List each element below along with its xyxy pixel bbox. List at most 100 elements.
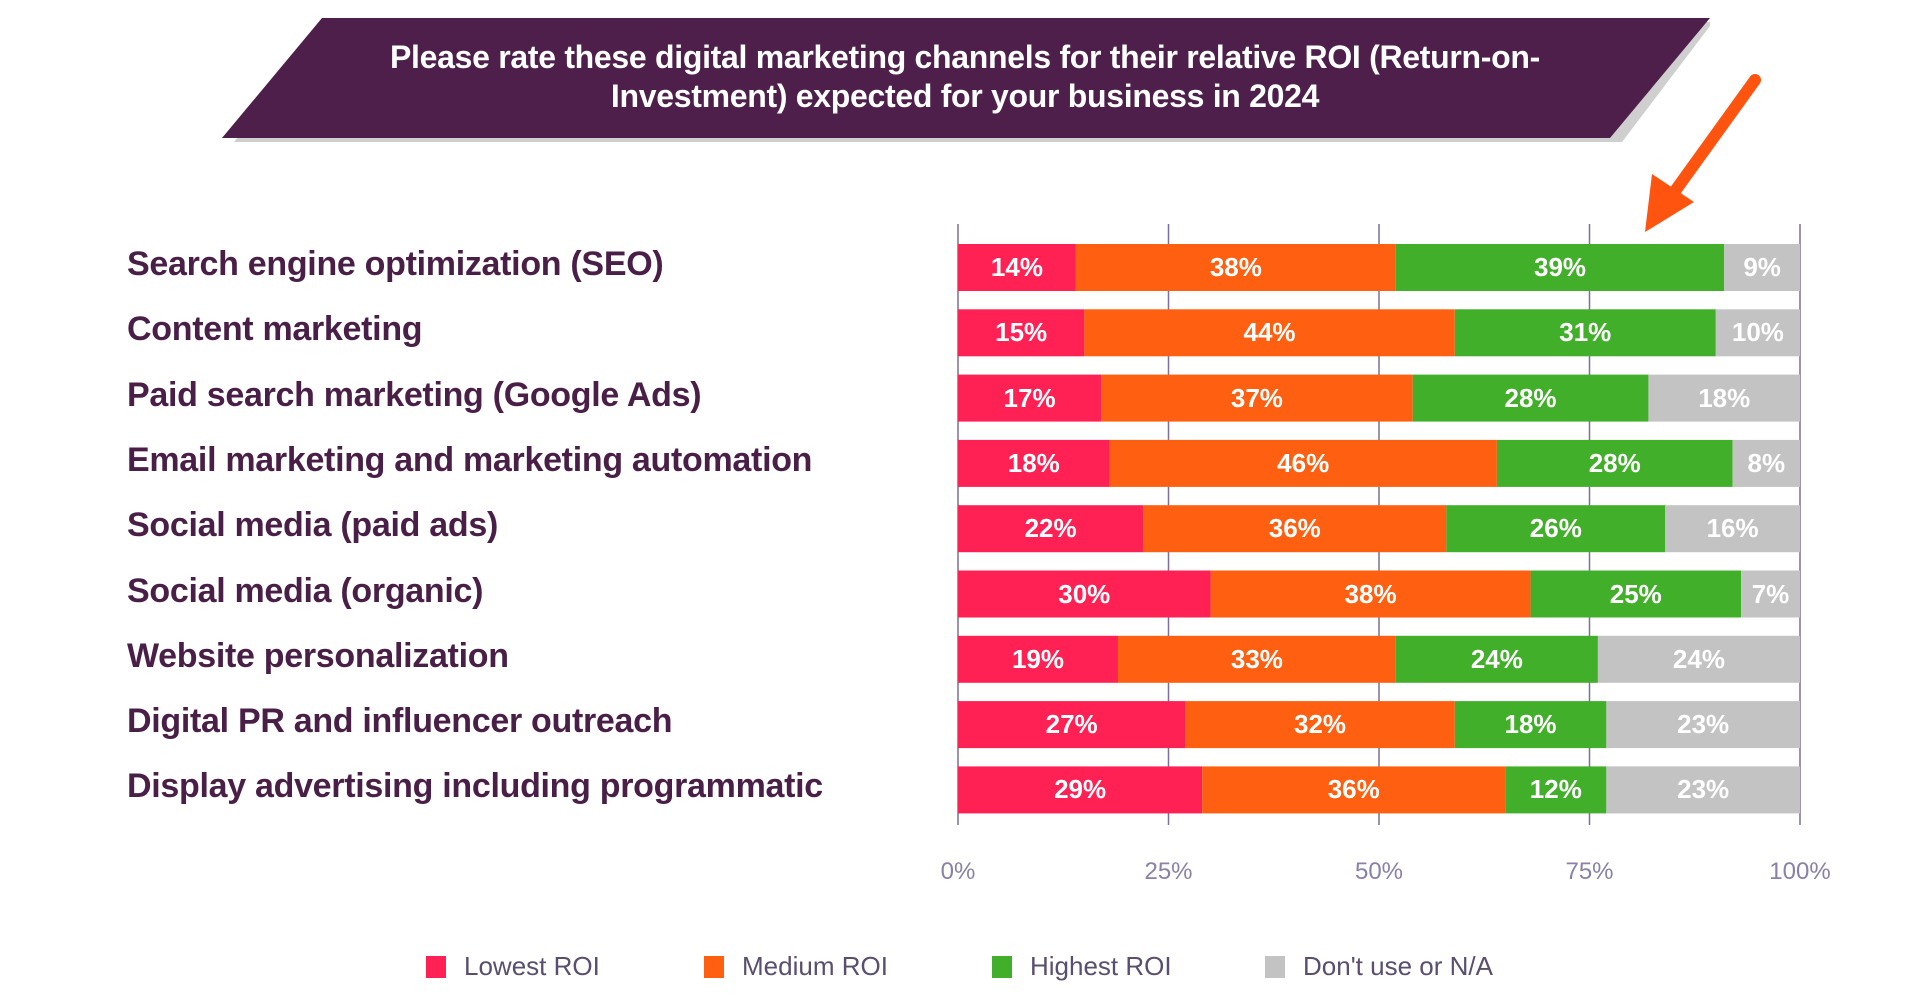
data-label: 26% <box>1529 513 1582 544</box>
bar-segment <box>958 505 1144 553</box>
bar-segment <box>958 570 1211 618</box>
data-label: 16% <box>1706 513 1759 544</box>
legend-label: Highest ROI <box>1030 951 1172 981</box>
data-label: 24% <box>1470 643 1523 674</box>
bar-segment <box>1117 635 1396 683</box>
bar-segment <box>1084 309 1455 357</box>
data-label: 15% <box>995 317 1048 348</box>
data-label: 37% <box>1230 382 1283 413</box>
bar-segment <box>1606 766 1800 814</box>
data-label: 36% <box>1327 774 1380 805</box>
legend-item: Medium ROI <box>704 951 888 982</box>
bar-segment <box>1732 439 1800 487</box>
bar-segment <box>958 309 1085 357</box>
data-label: 28% <box>1588 447 1641 478</box>
bar-segment <box>1446 505 1666 553</box>
legend-item: Highest ROI <box>992 951 1172 982</box>
data-label: 36% <box>1268 513 1321 544</box>
data-label: 38% <box>1209 252 1262 282</box>
legend-label: Medium ROI <box>742 951 888 981</box>
x-tick-label: 100% <box>1769 858 1831 885</box>
chart-title: Please rate these digital marketing chan… <box>300 38 1630 116</box>
x-tick-label: 0% <box>940 858 976 885</box>
category-label: Search engine optimization (SEO) <box>127 245 664 283</box>
bar-segment <box>1715 309 1800 357</box>
bar-segment <box>1606 701 1800 749</box>
data-label: 18% <box>1698 382 1751 413</box>
data-label: 23% <box>1677 709 1730 740</box>
bar-segment <box>1075 244 1396 291</box>
data-label: 44% <box>1243 317 1296 348</box>
bar-segment <box>1665 505 1800 553</box>
x-tick-label: 75% <box>1565 858 1614 885</box>
bar-segment <box>1412 374 1649 422</box>
category-label: Display advertising including programmat… <box>127 767 823 806</box>
x-tick-label: 50% <box>1354 858 1404 885</box>
bar-segment <box>1202 766 1506 814</box>
data-label: 46% <box>1277 447 1330 478</box>
bar-segment <box>1505 766 1607 814</box>
bar-segment <box>958 374 1102 422</box>
bar-segment <box>958 244 1076 291</box>
bar-segment <box>1724 244 1800 291</box>
data-label: 30% <box>1058 578 1111 609</box>
bar-segment <box>1454 701 1607 749</box>
data-label: 28% <box>1504 382 1557 413</box>
legend-item: Lowest ROI <box>426 951 600 982</box>
data-label: 39% <box>1533 252 1587 282</box>
data-label: 27% <box>1045 709 1098 740</box>
data-label: 38% <box>1344 578 1397 609</box>
category-label: Paid search marketing (Google Ads) <box>127 375 702 414</box>
bar-segment <box>958 635 1118 683</box>
bar-segment <box>1101 374 1413 422</box>
bar-segment <box>1143 505 1447 553</box>
legend-item: Don't use or N/A <box>1265 951 1493 982</box>
data-label: 14% <box>990 252 1043 282</box>
legend-swatch <box>704 955 724 978</box>
bar-segment <box>1109 439 1497 487</box>
bar-segment <box>958 701 1186 749</box>
legend-label: Lowest ROI <box>464 951 600 981</box>
title-banner <box>222 18 1710 142</box>
bar-segment <box>1597 635 1800 683</box>
category-label: Content marketing <box>127 310 423 349</box>
data-label: 8% <box>1747 447 1786 478</box>
x-tick-label: 25% <box>1144 858 1193 885</box>
data-label: 25% <box>1609 578 1662 609</box>
data-label: 29% <box>1054 774 1107 805</box>
data-label: 24% <box>1672 643 1725 674</box>
bar-segment <box>1496 439 1733 487</box>
legend-swatch <box>1265 955 1285 978</box>
data-label: 18% <box>1007 447 1060 478</box>
data-label: 32% <box>1294 709 1347 740</box>
bar-segment <box>1395 635 1598 683</box>
data-label: 31% <box>1559 317 1612 348</box>
legend-swatch <box>992 955 1012 978</box>
category-label: Social media (paid ads) <box>127 506 498 545</box>
bar-segment <box>1185 701 1455 749</box>
data-label: 7% <box>1751 578 1790 609</box>
bar-segment <box>1741 570 1800 618</box>
bar-segment <box>958 439 1110 487</box>
title-line-1: Please rate these digital marketing chan… <box>390 39 1540 75</box>
bar-segment <box>1210 570 1531 618</box>
title-line-2: Investment) expected for your business i… <box>610 78 1320 114</box>
legend-swatch <box>426 955 446 978</box>
bar-segment <box>958 766 1203 814</box>
data-label: 33% <box>1230 643 1283 674</box>
data-label: 19% <box>1011 643 1064 674</box>
category-label: Email marketing and marketing automation <box>127 440 813 479</box>
data-label: 18% <box>1504 709 1557 740</box>
data-label: 23% <box>1677 774 1730 805</box>
bar-segment <box>1530 570 1742 618</box>
category-label: Digital PR and influencer outreach <box>127 702 673 741</box>
data-label: 12% <box>1529 774 1582 805</box>
category-label: Social media (organic) <box>127 571 484 610</box>
bar-segment <box>1395 244 1725 291</box>
data-label: 22% <box>1024 513 1077 544</box>
data-label: 10% <box>1731 317 1784 348</box>
bar-segment <box>1648 374 1800 422</box>
bar-segment <box>1454 309 1716 357</box>
data-label: 9% <box>1743 252 1781 282</box>
